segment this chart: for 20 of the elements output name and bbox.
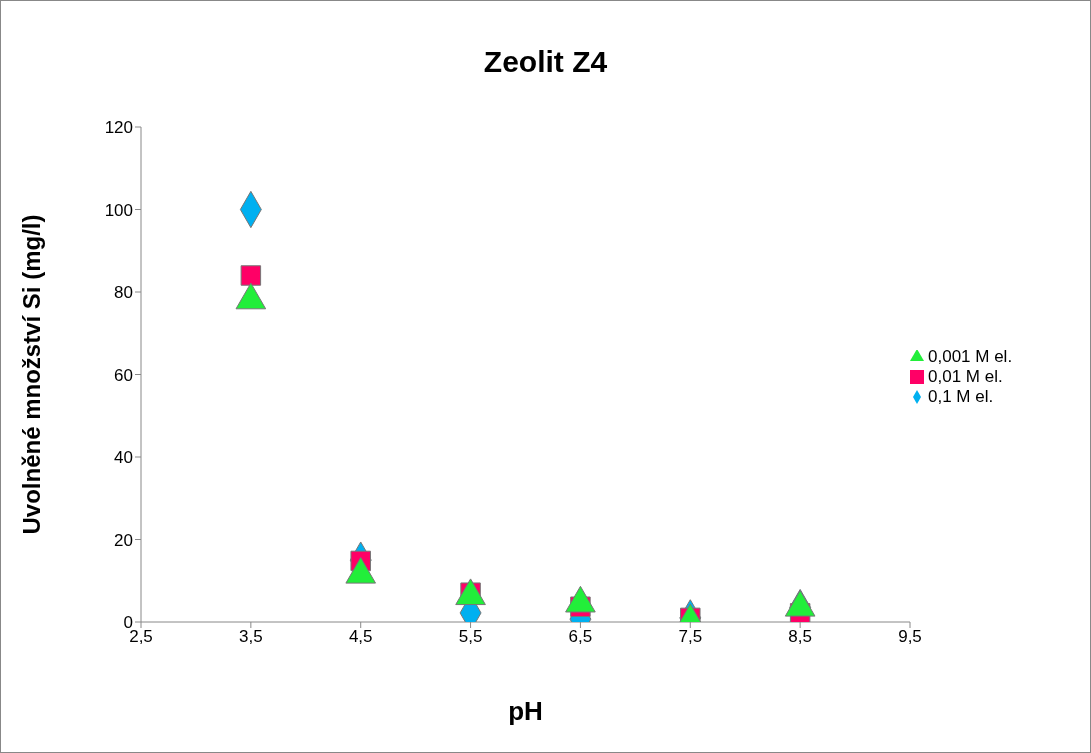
x-tick-label: 9,5 [898,627,922,647]
x-tick-label: 6,5 [568,627,593,647]
x-tick-label: 2,5 [129,627,153,647]
legend-label: 0,01 M el. [928,366,1003,386]
y-tick-label: 120 [104,118,133,138]
y-tick-label: 20 [114,530,133,550]
y-tick-label: 60 [114,365,133,385]
x-tick-label: 3,5 [239,627,263,647]
x-tick-label: 7,5 [678,627,703,647]
x-axis-title: pH [508,696,543,726]
x-tick-label: 5,5 [458,627,483,647]
y-tick-label: 40 [114,448,133,468]
y-axis-title: Uvolněné množství Si (mg/l) [17,214,45,535]
x-tick-label: 4,5 [348,627,373,647]
legend-label: 0,001 M el. [928,346,1013,366]
x-tick-label: 8,5 [788,627,812,647]
legend-label: 0,1 M el. [928,386,994,406]
chart-title: Zeolit Z4 [482,45,609,79]
y-tick-label: 100 [104,200,133,220]
y-tick-label: 80 [114,283,133,303]
